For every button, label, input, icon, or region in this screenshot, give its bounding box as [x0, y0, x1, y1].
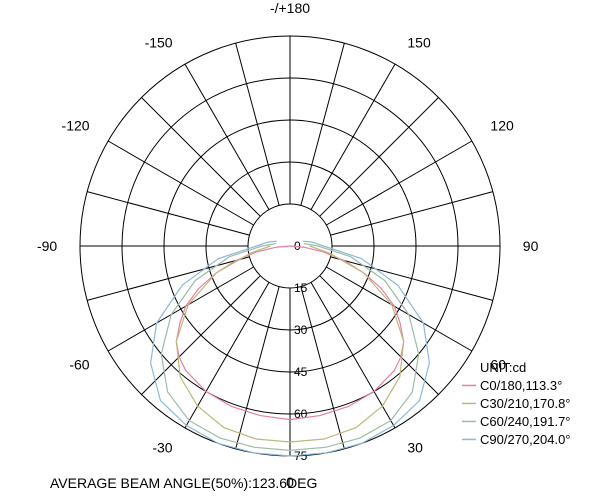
angle-tick-label: 30 — [407, 439, 423, 455]
legend-label: C90/270,204.0° — [480, 432, 571, 447]
polar-chart: 01530456075-/+180150-150120-12090-9060-6… — [0, 0, 600, 504]
angle-tick-label: -60 — [69, 356, 89, 372]
legend-label: C0/180,113.3° — [480, 378, 562, 393]
radial-tick-label: 15 — [294, 281, 308, 295]
radial-tick-label: 45 — [294, 365, 308, 379]
radial-tick-label: 30 — [294, 323, 308, 337]
angle-tick-label: -120 — [62, 118, 90, 134]
angle-tick-label: 120 — [490, 118, 514, 134]
avg-beam-angle-label: AVERAGE BEAM ANGLE(50%):123.6DEG — [50, 475, 317, 491]
angle-tick-label: -90 — [37, 238, 57, 254]
angle-tick-label: 90 — [523, 238, 539, 254]
angle-tick-label: -/+180 — [270, 0, 310, 16]
legend-label: C60/240,191.7° — [480, 414, 571, 429]
angle-tick-label: -30 — [152, 439, 172, 455]
angle-tick-label: 150 — [407, 35, 431, 51]
unit-label: UNIT:cd — [480, 360, 526, 375]
legend-label: C30/210,170.8° — [480, 396, 571, 411]
angle-tick-label: -150 — [145, 35, 173, 51]
